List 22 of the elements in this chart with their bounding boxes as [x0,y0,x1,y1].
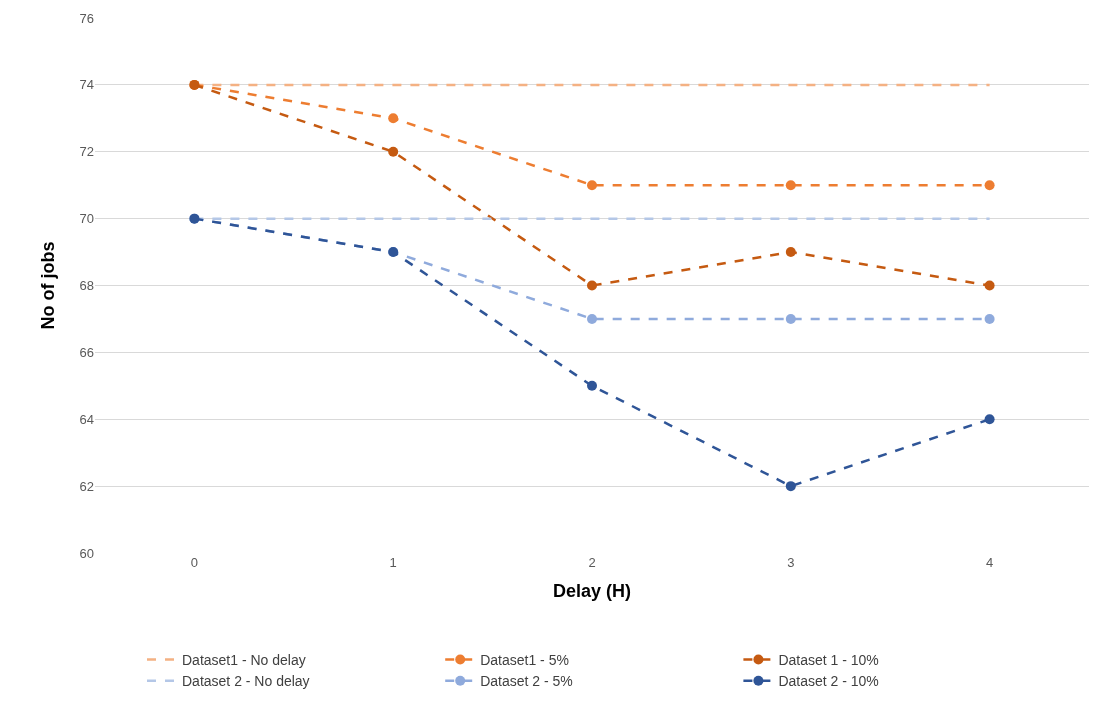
x-tick-label: 3 [787,555,795,570]
x-axis-title: Delay (H) [552,581,632,602]
x-tick-label: 4 [985,555,994,570]
x-tick-label: 2 [588,555,596,570]
legend-label: Dataset 1 - 10% [778,652,879,669]
y-tick-label: 72 [79,144,94,160]
y-tick-label: 60 [79,545,94,561]
y-axis-title: No of jobs [37,241,58,330]
legend-label: Dataset1 - No delay [182,652,306,669]
x-tick-label: 0 [190,555,199,570]
legend-label: Dataset 2 - 10% [778,673,879,690]
legend-label: Dataset1 - 5% [480,652,569,669]
legend-label: Dataset 2 - No delay [182,673,310,690]
y-tick-label: 70 [79,211,94,227]
y-tick-label: 76 [79,10,94,26]
x-tick-label: 1 [389,555,397,570]
y-tick-label: 68 [79,278,94,294]
y-tick-label: 62 [79,478,94,494]
y-tick-label: 64 [79,411,94,427]
y-tick-label: 66 [79,344,94,360]
y-tick-label: 74 [79,77,94,93]
legend-label: Dataset 2 - 5% [480,673,573,690]
